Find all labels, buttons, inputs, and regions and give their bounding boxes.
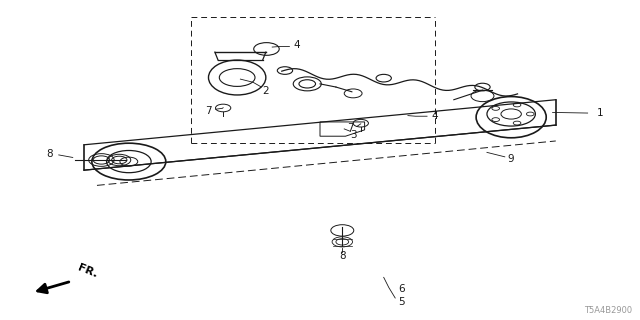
Text: 7: 7	[205, 106, 212, 116]
Text: 4: 4	[293, 40, 300, 50]
Text: 3: 3	[351, 130, 357, 140]
Text: 6: 6	[398, 284, 405, 294]
Text: 8: 8	[339, 251, 346, 261]
Text: 7: 7	[348, 123, 354, 133]
Text: 5: 5	[398, 297, 405, 307]
Text: 8: 8	[46, 149, 52, 159]
Text: 1: 1	[597, 108, 604, 118]
Text: 9: 9	[508, 154, 515, 164]
Text: T5A4B2900: T5A4B2900	[584, 307, 632, 316]
Text: 4: 4	[431, 111, 438, 121]
Text: 2: 2	[262, 86, 269, 97]
Text: FR.: FR.	[77, 263, 99, 280]
